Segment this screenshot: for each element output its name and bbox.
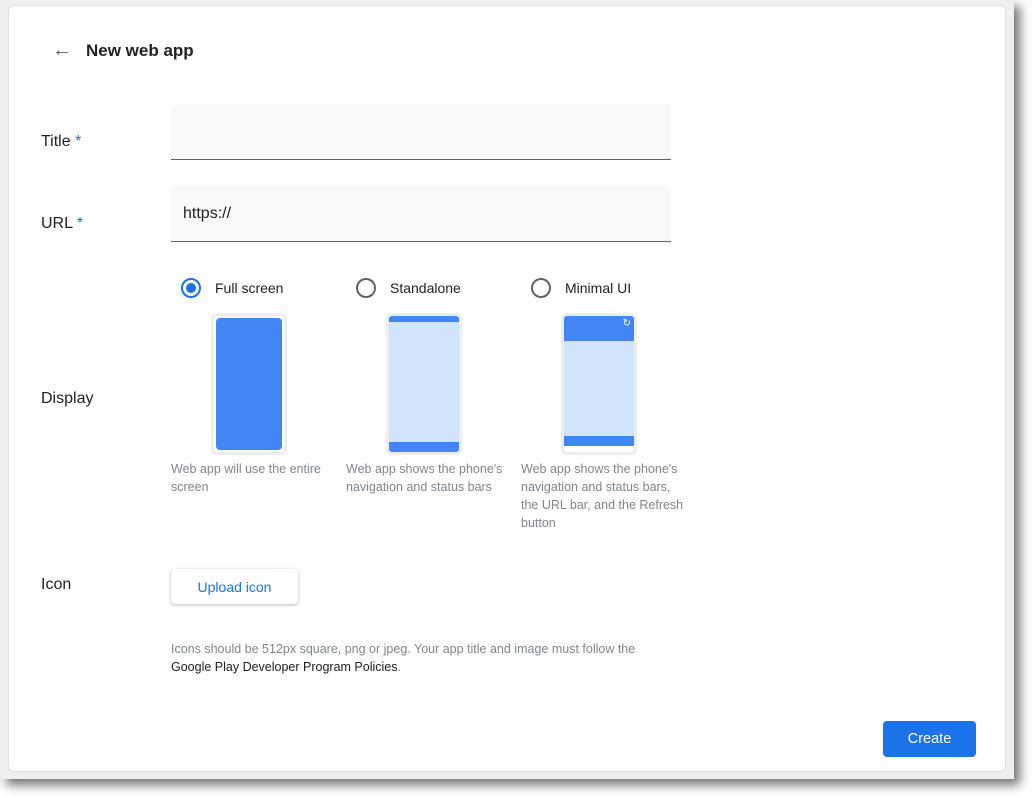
- create-button[interactable]: Create: [883, 721, 976, 757]
- icon-hint: Icons should be 512px square, png or jpe…: [171, 640, 671, 676]
- required-mark: *: [76, 215, 84, 232]
- hint-text: Icons should be 512px square, png or jpe…: [171, 642, 636, 656]
- phone-standalone-illustration: [386, 313, 462, 455]
- option-description: Web app shows the phone's navigation and…: [346, 462, 503, 494]
- url-input[interactable]: [171, 186, 671, 242]
- icon-label: Icon: [41, 576, 72, 593]
- option-label: Minimal UI: [565, 280, 632, 296]
- title-label-text: Title: [41, 133, 71, 150]
- radio-minimal-ui[interactable]: [531, 278, 551, 298]
- display-label: Display: [41, 390, 94, 407]
- option-description: Web app will use the entire screen: [171, 462, 321, 494]
- phone-fullscreen-illustration: [211, 313, 287, 455]
- refresh-icon: ↻: [564, 316, 634, 341]
- option-description: Web app shows the phone's navigation and…: [521, 462, 684, 530]
- url-label: URL *: [41, 215, 83, 233]
- radio-standalone[interactable]: [356, 278, 376, 298]
- policy-link[interactable]: Google Play Developer Program Policies: [171, 660, 398, 674]
- back-arrow-icon[interactable]: ←: [52, 39, 72, 61]
- option-label: Standalone: [390, 280, 461, 296]
- phone-minimal-ui-illustration: ↻: [561, 313, 637, 455]
- upload-icon-button[interactable]: Upload icon: [171, 569, 298, 604]
- url-label-text: URL: [41, 215, 73, 232]
- page-title: New web app: [86, 41, 194, 60]
- option-label: Full screen: [215, 280, 284, 296]
- title-label: Title *: [41, 133, 81, 151]
- radio-full-screen[interactable]: [181, 278, 201, 298]
- required-mark: *: [75, 133, 82, 150]
- title-input[interactable]: [171, 104, 671, 160]
- hint-end: .: [397, 660, 401, 674]
